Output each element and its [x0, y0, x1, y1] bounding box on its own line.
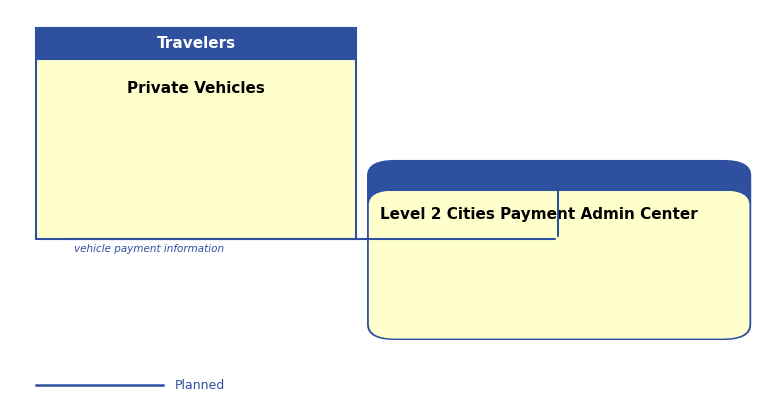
FancyBboxPatch shape	[36, 28, 356, 239]
Text: Private Vehicles: Private Vehicles	[128, 81, 265, 96]
Text: Level 2 Cities Payment Admin Center: Level 2 Cities Payment Admin Center	[380, 207, 698, 222]
FancyBboxPatch shape	[36, 28, 356, 59]
Text: Planned: Planned	[175, 379, 226, 392]
Text: vehicle payment information: vehicle payment information	[74, 243, 224, 254]
FancyBboxPatch shape	[368, 161, 750, 339]
FancyBboxPatch shape	[368, 161, 750, 339]
FancyBboxPatch shape	[369, 190, 749, 339]
Text: Travelers: Travelers	[157, 36, 236, 51]
